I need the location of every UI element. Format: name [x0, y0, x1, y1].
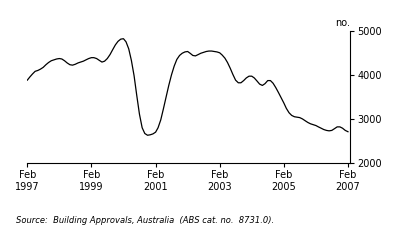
Text: Source:  Building Approvals, Australia  (ABS cat. no.  8731.0).: Source: Building Approvals, Australia (A…	[16, 216, 274, 225]
Text: no.: no.	[335, 18, 351, 28]
